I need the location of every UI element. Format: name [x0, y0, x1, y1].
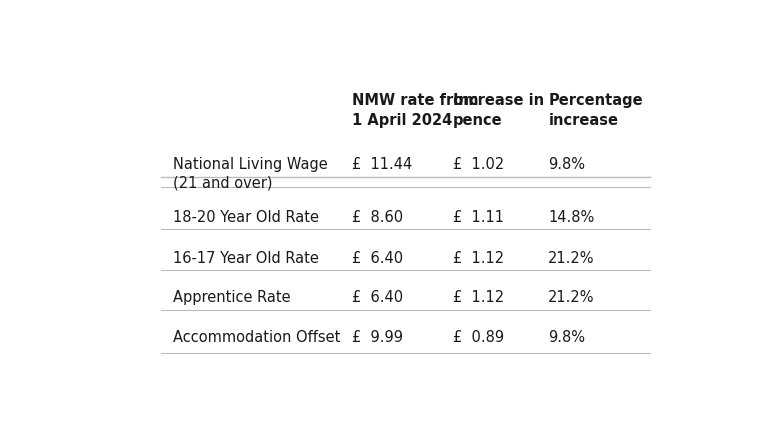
- Text: £  6.40: £ 6.40: [352, 290, 403, 305]
- Text: £  1.02: £ 1.02: [453, 157, 505, 172]
- Text: 21.2%: 21.2%: [548, 290, 595, 305]
- Text: Apprentice Rate: Apprentice Rate: [174, 290, 291, 305]
- Text: £  6.40: £ 6.40: [352, 251, 403, 267]
- Text: £  0.89: £ 0.89: [453, 330, 505, 345]
- Text: 9.8%: 9.8%: [548, 157, 585, 172]
- Text: 21.2%: 21.2%: [548, 251, 595, 267]
- Text: Increase in
pence: Increase in pence: [453, 93, 545, 127]
- Text: 16-17 Year Old Rate: 16-17 Year Old Rate: [174, 251, 319, 267]
- Text: Accommodation Offset: Accommodation Offset: [174, 330, 341, 345]
- Text: £  1.12: £ 1.12: [453, 251, 505, 267]
- Text: £  1.12: £ 1.12: [453, 290, 505, 305]
- Text: Percentage
increase: Percentage increase: [548, 93, 643, 127]
- Text: 9.8%: 9.8%: [548, 330, 585, 345]
- Text: £  1.11: £ 1.11: [453, 210, 504, 225]
- Text: £  9.99: £ 9.99: [352, 330, 403, 345]
- Text: NMW rate from
1 April 2024: NMW rate from 1 April 2024: [352, 93, 478, 127]
- Text: 14.8%: 14.8%: [548, 210, 594, 225]
- Text: 18-20 Year Old Rate: 18-20 Year Old Rate: [174, 210, 319, 225]
- Text: £  11.44: £ 11.44: [352, 157, 412, 172]
- Text: National Living Wage
(21 and over): National Living Wage (21 and over): [174, 157, 328, 191]
- Text: £  8.60: £ 8.60: [352, 210, 403, 225]
